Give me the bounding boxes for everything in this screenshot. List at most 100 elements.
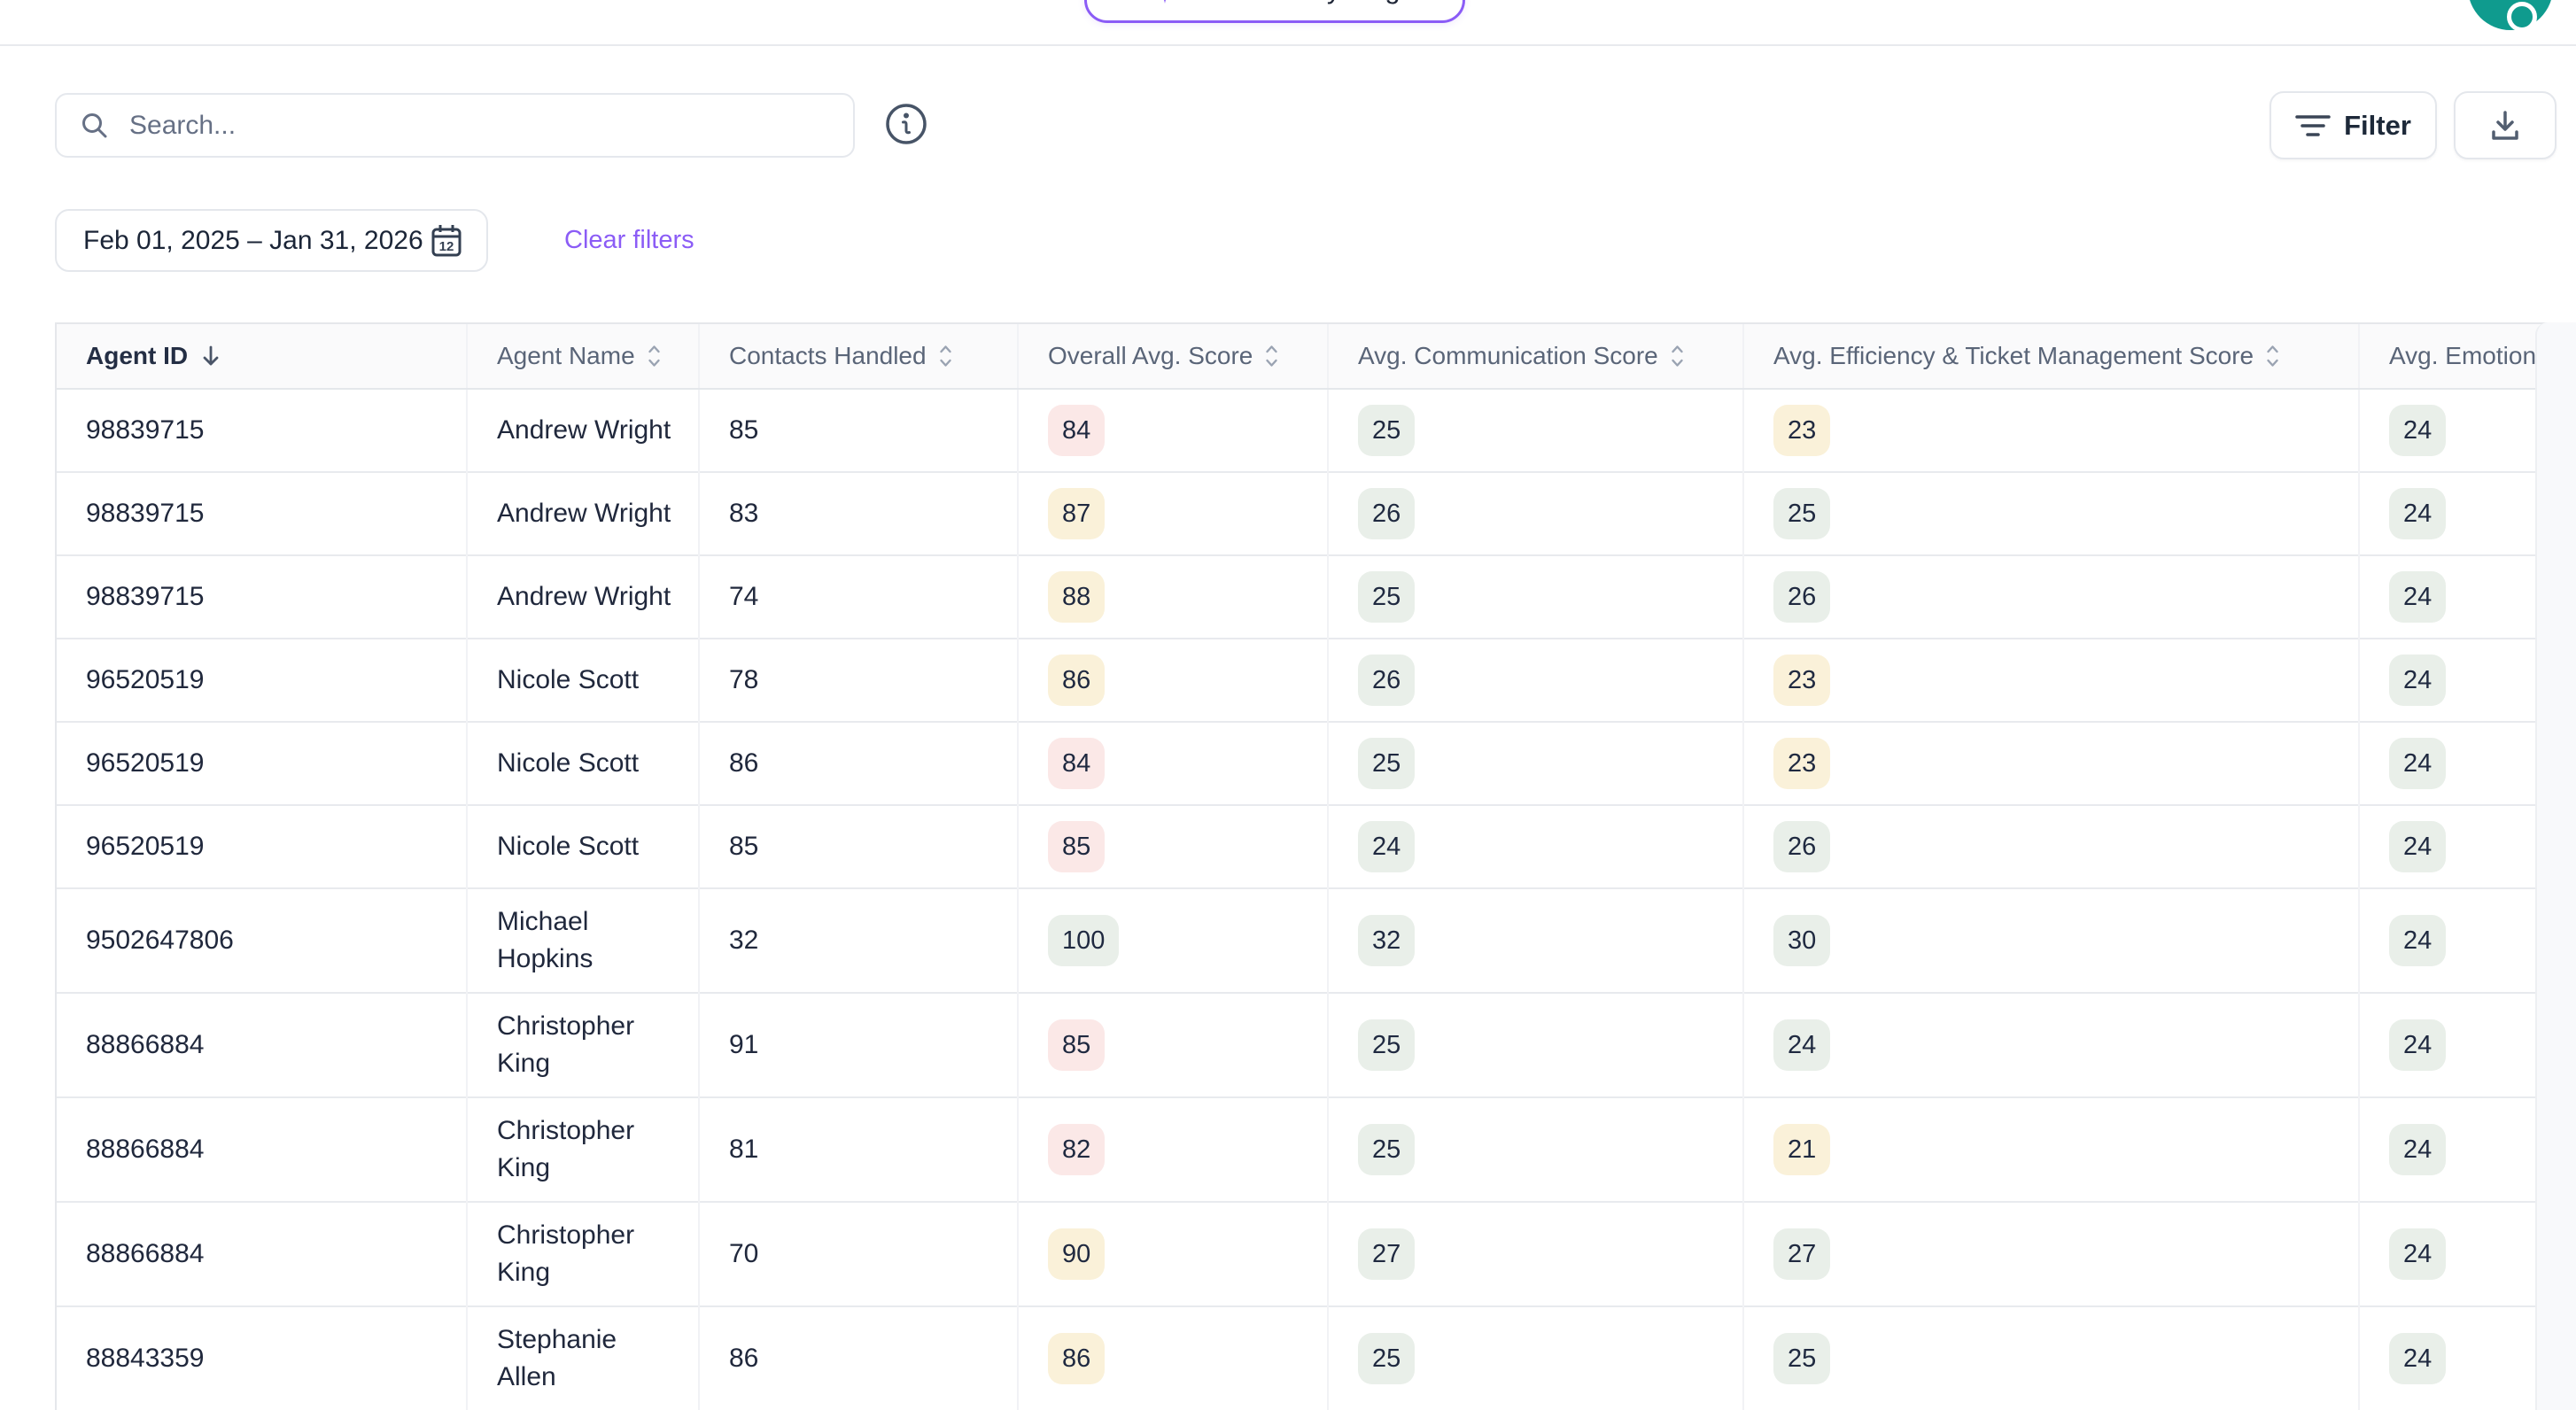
table-row[interactable]: 9502647806 Michael Hopkins 32 100 32 30 24 bbox=[57, 887, 2576, 993]
cell-overall-score: 84 bbox=[1018, 721, 1329, 805]
cell-agent-name: Andrew Wright bbox=[467, 471, 700, 555]
cell-agent-name: Christopher King bbox=[467, 1096, 700, 1202]
table-row[interactable]: 88843359 Stephanie Allen 86 86 25 25 24 bbox=[57, 1305, 2576, 1410]
score-badge: 100 bbox=[1048, 915, 1120, 966]
score-badge: 24 bbox=[2389, 488, 2447, 539]
score-badge: 24 bbox=[2389, 1124, 2447, 1175]
table-row[interactable]: 88866884 Christopher King 81 82 25 21 24 bbox=[57, 1096, 2576, 1202]
cell-agent-id: 9502647806 bbox=[57, 887, 468, 993]
score-badge: 26 bbox=[1358, 655, 1416, 706]
table-row[interactable]: 98839715 Andrew Wright 74 88 25 26 24 bbox=[57, 554, 2576, 639]
cell-contacts-handled: 32 bbox=[699, 887, 1019, 993]
filter-lines-icon bbox=[2295, 112, 2331, 139]
date-range-picker[interactable]: Feb 01, 2025 – Jan 31, 2026 12 bbox=[55, 209, 488, 272]
agents-table: Agent ID Agent Name Contacts Handled Ove… bbox=[55, 322, 2576, 1410]
cell-overall-score: 85 bbox=[1018, 804, 1329, 888]
cell-overall-score: 86 bbox=[1018, 1305, 1329, 1410]
score-badge: 84 bbox=[1048, 738, 1106, 789]
table-row[interactable]: 96520519 Nicole Scott 86 84 25 23 24 bbox=[57, 721, 2576, 805]
score-badge: 24 bbox=[2389, 1228, 2447, 1280]
ask-me-anything-button[interactable]: Ask me anything bbox=[1084, 0, 1465, 23]
cell-efficiency-score: 23 bbox=[1743, 721, 2360, 805]
score-badge: 86 bbox=[1048, 1333, 1106, 1384]
cell-agent-id: 88866884 bbox=[57, 992, 468, 1097]
table-row[interactable]: 96520519 Nicole Scott 78 86 26 23 24 bbox=[57, 638, 2576, 722]
clear-filters-link[interactable]: Clear filters bbox=[564, 226, 694, 254]
score-badge: 82 bbox=[1048, 1124, 1106, 1175]
cell-communication-score: 25 bbox=[1328, 1096, 1744, 1202]
cell-agent-id: 88866884 bbox=[57, 1096, 468, 1202]
cell-efficiency-score: 21 bbox=[1743, 1096, 2360, 1202]
table-row[interactable]: 98839715 Andrew Wright 85 84 25 23 24 bbox=[57, 389, 2576, 472]
cell-agent-name: Nicole Scott bbox=[467, 638, 700, 722]
score-badge: 85 bbox=[1048, 821, 1106, 872]
score-badge: 21 bbox=[1773, 1124, 1831, 1175]
cell-communication-score: 26 bbox=[1328, 471, 1744, 555]
cell-communication-score: 25 bbox=[1328, 1305, 1744, 1410]
sort-chevrons-icon bbox=[648, 345, 661, 368]
avatar-status-dot bbox=[2507, 2, 2537, 32]
cell-agent-name: Christopher King bbox=[467, 1201, 700, 1306]
score-badge: 25 bbox=[1358, 1333, 1416, 1384]
cell-efficiency-score: 23 bbox=[1743, 638, 2360, 722]
sparkle-icon bbox=[1149, 0, 1181, 5]
score-badge: 26 bbox=[1773, 821, 1831, 872]
score-badge: 25 bbox=[1358, 1124, 1416, 1175]
cell-agent-id: 96520519 bbox=[57, 638, 468, 722]
score-badge: 88 bbox=[1048, 571, 1106, 623]
search-input[interactable] bbox=[129, 110, 830, 141]
table-row[interactable]: 96520519 Nicole Scott 85 85 24 26 24 bbox=[57, 804, 2576, 888]
table-body: 98839715 Andrew Wright 85 84 25 23 24 98839715 A… bbox=[57, 389, 2576, 1410]
score-badge: 24 bbox=[2389, 738, 2447, 789]
score-badge: 25 bbox=[1773, 488, 1831, 539]
cell-communication-score: 24 bbox=[1328, 804, 1744, 888]
cell-communication-score: 26 bbox=[1328, 638, 1744, 722]
cell-agent-name: Andrew Wright bbox=[467, 389, 700, 472]
cell-overall-score: 88 bbox=[1018, 554, 1329, 639]
sort-chevrons-icon bbox=[1265, 345, 1278, 368]
cell-overall-score: 87 bbox=[1018, 471, 1329, 555]
score-badge: 24 bbox=[2389, 571, 2447, 623]
search-box[interactable] bbox=[55, 93, 855, 158]
topbar-divider bbox=[0, 44, 2576, 46]
cell-contacts-handled: 83 bbox=[699, 471, 1019, 555]
cell-overall-score: 85 bbox=[1018, 992, 1329, 1097]
cell-agent-id: 98839715 bbox=[57, 471, 468, 555]
cell-overall-score: 84 bbox=[1018, 389, 1329, 472]
date-range-value: Feb 01, 2025 – Jan 31, 2026 bbox=[83, 225, 423, 255]
score-badge: 24 bbox=[2389, 1019, 2447, 1071]
table-header-row: Agent ID Agent Name Contacts Handled Ove… bbox=[57, 324, 2576, 390]
cell-efficiency-score: 30 bbox=[1743, 887, 2360, 993]
column-header-avg-communication-score[interactable]: Avg. Communication Score bbox=[1328, 324, 1744, 390]
cell-agent-name: Nicole Scott bbox=[467, 721, 700, 805]
score-badge: 86 bbox=[1048, 655, 1106, 706]
cell-overall-score: 100 bbox=[1018, 887, 1329, 993]
cell-overall-score: 82 bbox=[1018, 1096, 1329, 1202]
score-badge: 26 bbox=[1773, 571, 1831, 623]
cell-contacts-handled: 86 bbox=[699, 721, 1019, 805]
score-badge: 32 bbox=[1358, 915, 1416, 966]
search-icon bbox=[80, 111, 110, 141]
cell-agent-id: 88843359 bbox=[57, 1305, 468, 1410]
table-row[interactable]: 88866884 Christopher King 91 85 25 24 24 bbox=[57, 992, 2576, 1097]
info-icon[interactable] bbox=[883, 101, 929, 147]
column-header-contacts-handled[interactable]: Contacts Handled bbox=[699, 324, 1019, 390]
scrollbar-gutter[interactable] bbox=[2535, 322, 2576, 1410]
cell-agent-name: Michael Hopkins bbox=[467, 887, 700, 993]
download-button[interactable] bbox=[2454, 91, 2557, 159]
column-header-avg-efficiency-score[interactable]: Avg. Efficiency & Ticket Management Scor… bbox=[1743, 324, 2360, 390]
table-row[interactable]: 98839715 Andrew Wright 83 87 26 25 24 bbox=[57, 471, 2576, 555]
score-badge: 30 bbox=[1773, 915, 1831, 966]
column-header-overall-avg-score[interactable]: Overall Avg. Score bbox=[1018, 324, 1329, 390]
ask-me-anything-label: Ask me anything bbox=[1197, 0, 1400, 5]
table-row[interactable]: 88866884 Christopher King 70 90 27 27 24 bbox=[57, 1201, 2576, 1306]
column-header-agent-name[interactable]: Agent Name bbox=[467, 324, 700, 390]
cell-agent-name: Andrew Wright bbox=[467, 554, 700, 639]
score-badge: 24 bbox=[2389, 405, 2447, 456]
cell-contacts-handled: 81 bbox=[699, 1096, 1019, 1202]
column-header-agent-id[interactable]: Agent ID bbox=[57, 324, 468, 390]
cell-agent-name: Stephanie Allen bbox=[467, 1305, 700, 1410]
score-badge: 25 bbox=[1358, 738, 1416, 789]
filter-button[interactable]: Filter bbox=[2270, 91, 2437, 159]
cell-contacts-handled: 86 bbox=[699, 1305, 1019, 1410]
